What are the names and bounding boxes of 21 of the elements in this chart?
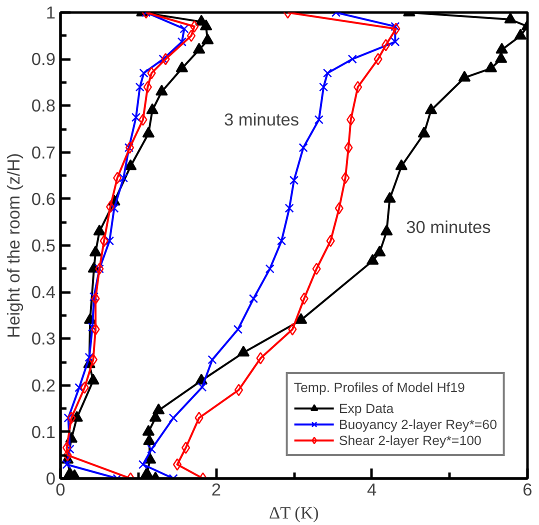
y-tick-label: 0.9 <box>31 49 56 70</box>
y-tick-label: 0.5 <box>31 236 56 256</box>
annotation: 3 minutes <box>224 110 300 130</box>
y-tick-label: 0.3 <box>31 328 56 349</box>
x-tick-label: 4 <box>367 480 378 500</box>
x-tick-label: 2 <box>211 480 221 500</box>
y-tick-label: 0.4 <box>31 282 56 302</box>
y-tick-label: 0.8 <box>31 96 56 116</box>
legend-label: Shear 2-layer Rey*=100 <box>338 432 482 448</box>
y-tick-label: 0.1 <box>31 422 56 442</box>
x-axis-title: ΔT (K) <box>268 504 319 522</box>
legend-label: Buoyancy 2-layer Rey*=60 <box>338 416 497 432</box>
legend-title: Temp. Profiles of Model Hf19 <box>294 380 466 395</box>
y-tick-label: 0.7 <box>31 142 56 162</box>
x-tick-label: 6 <box>522 480 532 500</box>
legend-label: Exp Data <box>338 400 394 416</box>
y-tick-label: 1 <box>46 2 56 22</box>
y-axis-title: Height of the room (z/H) <box>3 153 24 338</box>
y-tick-label: 0.6 <box>31 188 56 209</box>
annotation: 30 minutes <box>406 216 492 237</box>
y-tick-label: 0.2 <box>31 375 56 396</box>
